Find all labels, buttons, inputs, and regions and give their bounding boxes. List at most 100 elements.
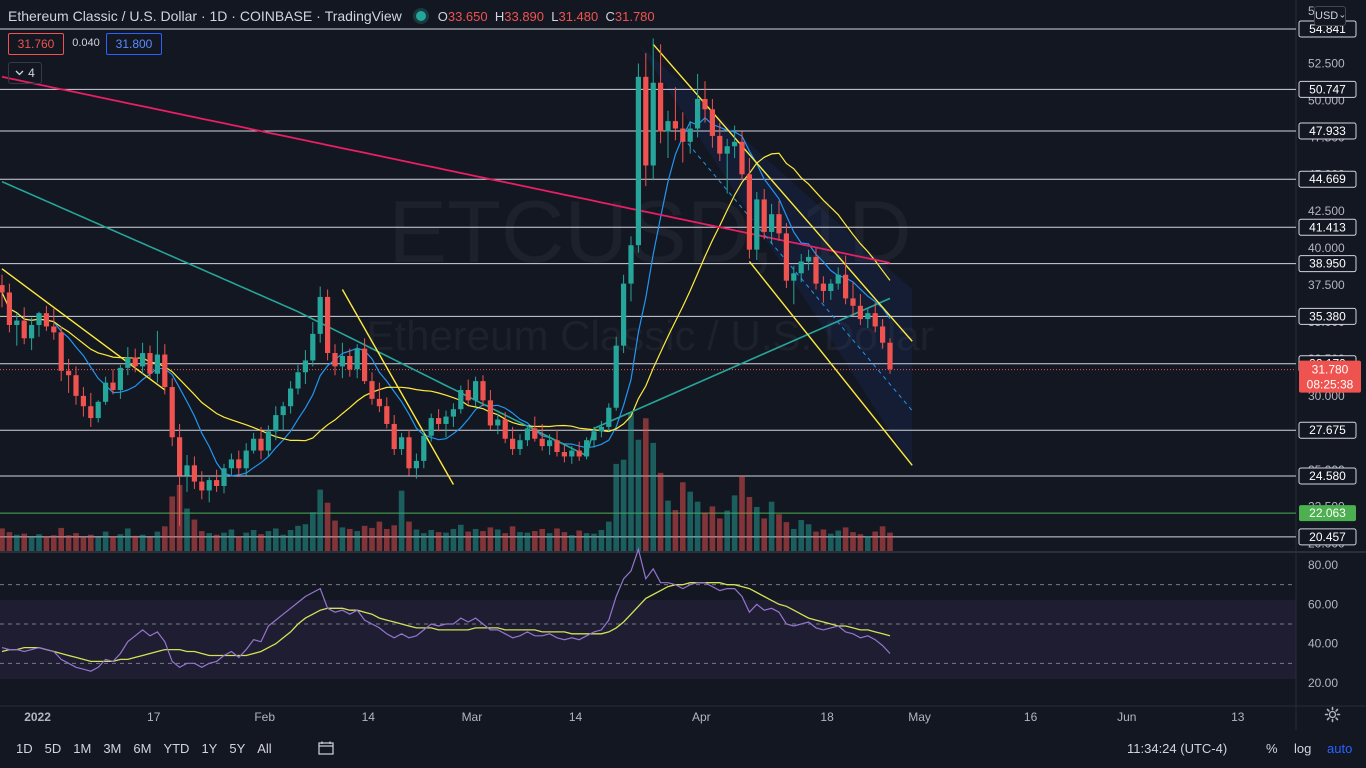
range-3m-button[interactable]: 3M — [103, 741, 122, 756]
volume-bar — [43, 536, 50, 551]
volume-bar — [458, 524, 464, 551]
candle — [391, 415, 397, 455]
candle-body — [88, 406, 94, 419]
price-tick-label: 52.500 — [1308, 57, 1345, 71]
log-scale-toggle[interactable]: log — [1294, 741, 1312, 756]
candle — [769, 203, 775, 244]
candle — [265, 425, 271, 457]
sell-price-button[interactable]: 31.760 — [8, 33, 64, 55]
candle-body — [598, 426, 604, 432]
volume-bar — [724, 510, 730, 551]
range-6m-button[interactable]: 6M — [133, 741, 152, 756]
range-all-button[interactable]: All — [257, 741, 272, 756]
volume-bar — [850, 532, 856, 551]
candle-body — [643, 76, 649, 166]
volume-bar — [58, 527, 64, 551]
volume-bar — [450, 528, 457, 551]
level-label: 41.413 — [1309, 220, 1346, 234]
volume-bar — [576, 530, 582, 551]
volume-bar — [28, 536, 35, 551]
settings-gear-icon[interactable] — [1324, 706, 1341, 723]
candle-body — [672, 121, 678, 129]
candle — [288, 381, 294, 414]
indicators-toggle-button[interactable]: 4 — [8, 62, 42, 84]
candle-body — [258, 438, 264, 451]
candle — [695, 73, 701, 138]
candle-body — [251, 438, 257, 451]
candle — [672, 87, 678, 141]
range-1m-button[interactable]: 1M — [73, 741, 92, 756]
candle — [524, 425, 530, 447]
goto-date-calendar-icon[interactable] — [318, 741, 334, 755]
candle — [517, 434, 523, 455]
candle-body — [769, 214, 775, 232]
volume-bar — [798, 520, 804, 551]
volume-bar — [354, 531, 360, 551]
candle-body — [650, 82, 656, 166]
rsi-ma-line — [1, 582, 891, 663]
volume-bar — [591, 533, 597, 551]
range-1d-button[interactable]: 1D — [16, 741, 33, 756]
timezone-clock[interactable]: 11:34:24 (UTC-4) — [1127, 741, 1228, 756]
candle — [791, 265, 797, 305]
volume-bar — [768, 501, 775, 551]
time-tick-label: Feb — [254, 710, 275, 724]
range-ytd-button[interactable]: YTD — [163, 741, 190, 756]
candle — [236, 450, 242, 478]
candle — [36, 311, 42, 337]
candle-body — [214, 480, 220, 487]
interval-label[interactable]: 1D — [209, 8, 228, 24]
open-value: 33.650 — [447, 8, 488, 24]
candle — [591, 426, 597, 448]
candle-body — [140, 353, 146, 367]
candle — [169, 378, 175, 447]
candle-body — [591, 431, 597, 441]
range-1y-button[interactable]: 1Y — [201, 741, 218, 756]
candle — [569, 446, 575, 464]
volume-bar — [384, 528, 390, 551]
auto-scale-toggle[interactable]: auto — [1327, 741, 1353, 756]
candle — [339, 342, 345, 379]
range-5d-button[interactable]: 5D — [44, 741, 62, 756]
volume-bar — [406, 521, 412, 551]
low-value: 31.480 — [558, 8, 599, 24]
candle-body — [495, 419, 501, 426]
chart-header: Ethereum Classic / U.S. Dollar · 1D · CO… — [8, 8, 655, 24]
candle — [6, 283, 12, 333]
exchange-label: COINBASE — [239, 8, 313, 24]
price-chart[interactable]: ETCUSD, 1D Ethereum Classic / U.S. Dollar… — [0, 0, 1366, 730]
candle — [66, 358, 72, 393]
buy-price-button[interactable]: 31.800 — [106, 33, 162, 55]
volume-bar — [332, 520, 338, 551]
volume-bar — [310, 512, 316, 551]
candle — [724, 138, 730, 194]
volume-bar — [413, 529, 420, 551]
currency-label: USD — [1315, 10, 1339, 22]
candle-body — [29, 324, 35, 339]
range-5y-button[interactable]: 5Y — [229, 741, 246, 756]
percent-scale-toggle[interactable]: % — [1266, 741, 1278, 756]
candle — [613, 336, 619, 411]
candle-body — [421, 435, 427, 461]
candle — [80, 387, 86, 417]
price-tick-label: 37.500 — [1308, 278, 1345, 292]
volume-bar — [613, 463, 619, 551]
candle-body — [0, 285, 5, 293]
candle-body — [406, 437, 412, 469]
volume-bar — [117, 534, 124, 551]
candle — [495, 413, 501, 435]
level-label-box — [1298, 218, 1357, 236]
currency-selector[interactable]: USD — [1314, 6, 1346, 26]
chevron-down-icon — [15, 70, 24, 76]
candle — [221, 463, 227, 494]
candle-body — [169, 387, 175, 438]
support-label: 22.063 — [1309, 506, 1346, 520]
level-label-box — [1298, 421, 1357, 439]
candle — [191, 456, 197, 489]
volume-bar — [820, 529, 827, 551]
candle — [828, 279, 834, 300]
candle — [354, 344, 360, 379]
volume-bar — [361, 525, 368, 551]
symbol-title[interactable]: Ethereum Classic / U.S. Dollar — [8, 8, 198, 24]
volume-bar — [694, 501, 701, 551]
